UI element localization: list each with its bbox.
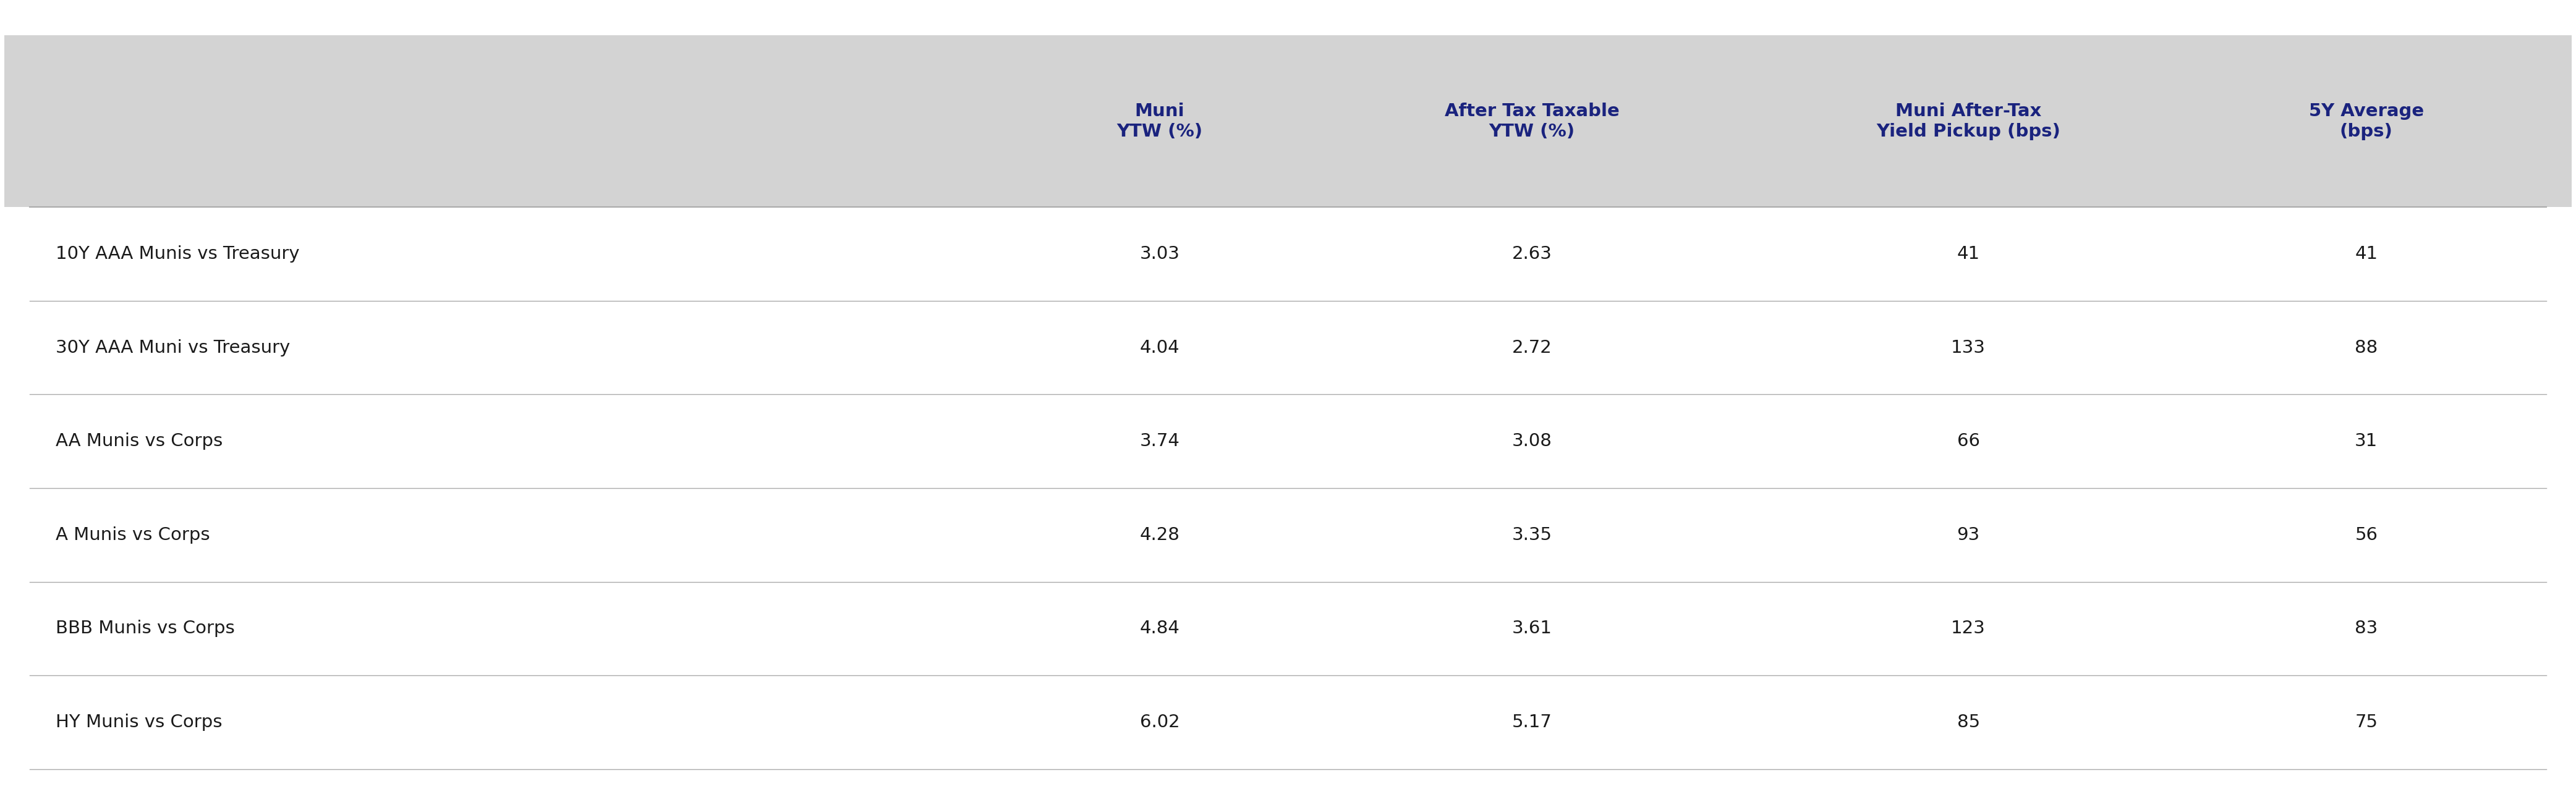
Text: 5.17: 5.17 <box>1512 713 1551 731</box>
Text: HY Munis vs Corps: HY Munis vs Corps <box>57 713 222 731</box>
Text: 5Y Average
(bps): 5Y Average (bps) <box>2308 103 2424 140</box>
Text: 30Y AAA Muni vs Treasury: 30Y AAA Muni vs Treasury <box>57 339 291 357</box>
Text: 75: 75 <box>2354 713 2378 731</box>
Text: 123: 123 <box>1950 620 1986 638</box>
Text: 31: 31 <box>2354 432 2378 450</box>
Text: After Tax Taxable
YTW (%): After Tax Taxable YTW (%) <box>1445 103 1620 140</box>
Text: 133: 133 <box>1950 339 1986 357</box>
Text: 4.84: 4.84 <box>1139 620 1180 638</box>
Text: Muni After-Tax
Yield Pickup (bps): Muni After-Tax Yield Pickup (bps) <box>1875 103 2061 140</box>
Text: 3.74: 3.74 <box>1139 432 1180 450</box>
Text: 41: 41 <box>2354 245 2378 263</box>
Text: 41: 41 <box>1958 245 1981 263</box>
Text: 4.04: 4.04 <box>1139 339 1180 357</box>
Text: 85: 85 <box>1958 713 1981 731</box>
Text: 2.63: 2.63 <box>1512 245 1551 263</box>
Text: 93: 93 <box>1958 526 1981 544</box>
Text: BBB Munis vs Corps: BBB Munis vs Corps <box>57 620 234 638</box>
Text: Muni
YTW (%): Muni YTW (%) <box>1115 103 1203 140</box>
Text: 3.03: 3.03 <box>1139 245 1180 263</box>
Text: 66: 66 <box>1958 432 1981 450</box>
Text: 4.28: 4.28 <box>1139 526 1180 544</box>
Text: 3.08: 3.08 <box>1512 432 1551 450</box>
Text: 88: 88 <box>2354 339 2378 357</box>
Text: A Munis vs Corps: A Munis vs Corps <box>57 526 211 544</box>
Text: AA Munis vs Corps: AA Munis vs Corps <box>57 432 222 450</box>
Text: 83: 83 <box>2354 620 2378 638</box>
Text: 3.35: 3.35 <box>1512 526 1551 544</box>
Text: 2.72: 2.72 <box>1512 339 1551 357</box>
Text: 10Y AAA Munis vs Treasury: 10Y AAA Munis vs Treasury <box>57 245 299 263</box>
Text: 56: 56 <box>2354 526 2378 544</box>
Text: 3.61: 3.61 <box>1512 620 1551 638</box>
Text: 6.02: 6.02 <box>1139 713 1180 731</box>
FancyBboxPatch shape <box>5 36 2571 208</box>
